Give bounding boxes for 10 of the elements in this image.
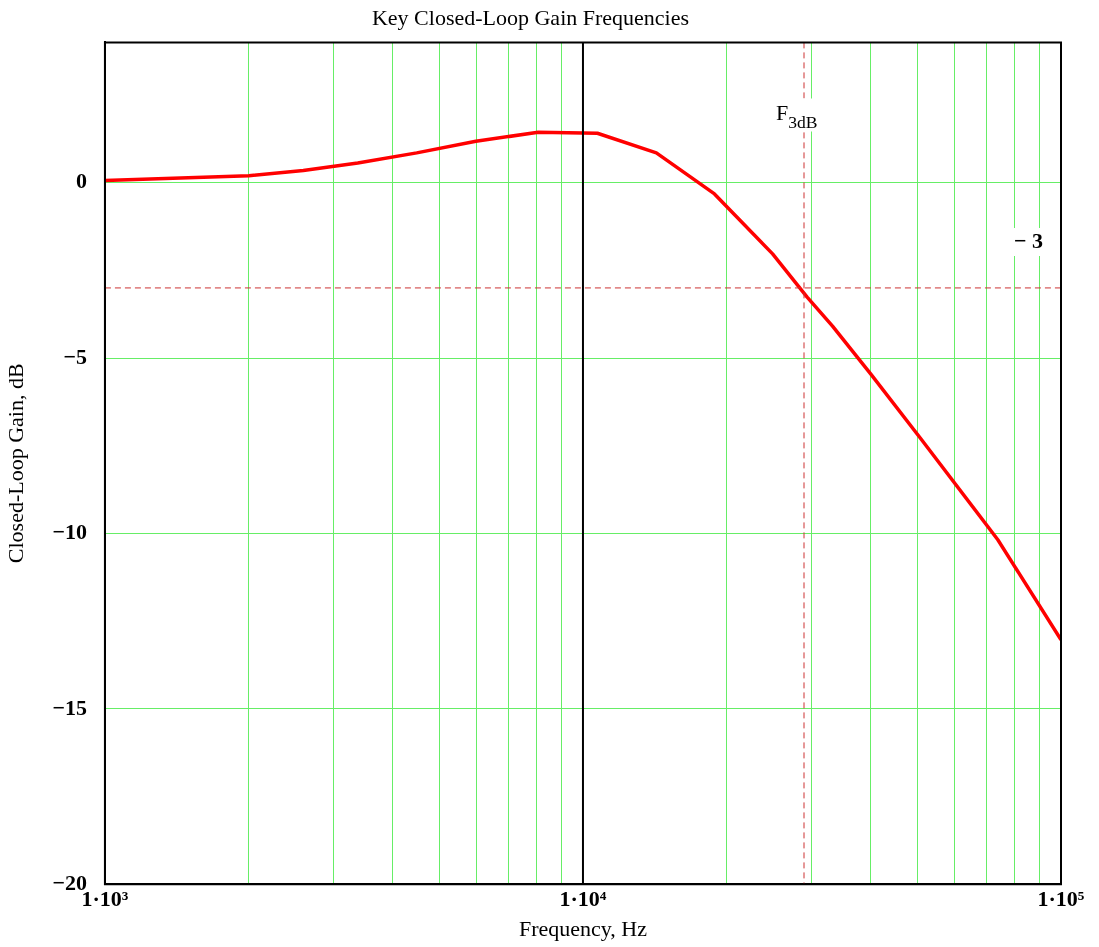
x-tick-label: 1·10⁵ [1037, 886, 1085, 912]
y-tick-label: 0 [75, 168, 87, 194]
ref-line-label: − 3 [1013, 227, 1043, 253]
y-axis-title: Closed-Loop Gain, dB [2, 363, 28, 564]
y-tick-label: −15 [52, 694, 87, 720]
chart-title: Key Closed-Loop Gain Frequencies [371, 4, 690, 30]
x-tick-label: 1·10⁴ [559, 886, 607, 912]
y-tick-label: −10 [52, 519, 87, 545]
x-axis-title: Frequency, Hz [518, 915, 648, 941]
y-tick-label: −5 [63, 343, 87, 369]
